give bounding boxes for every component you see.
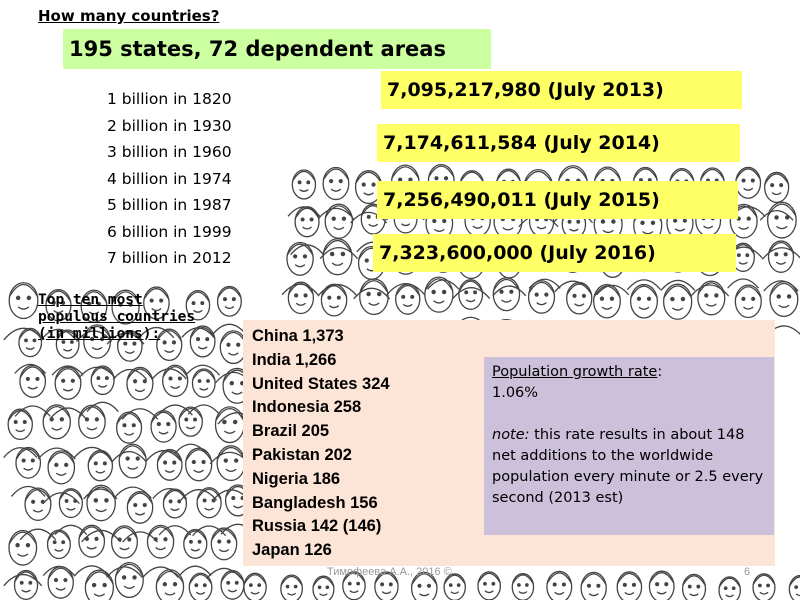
- sketched-face: [86, 365, 119, 412]
- sketched-face: [212, 285, 247, 335]
- country-item: United States 324: [252, 374, 390, 393]
- sketched-face: [47, 566, 74, 599]
- sketched-face: [73, 404, 111, 459]
- sketched-face: [13, 569, 39, 600]
- sketched-face: [51, 329, 84, 376]
- sketched-face: [114, 562, 144, 599]
- population-estimate-2016: 7,323,600,000 (July 2016): [373, 234, 736, 272]
- sketched-face: [788, 574, 800, 600]
- sketched-face: [752, 573, 776, 600]
- sketched-face: [106, 525, 143, 578]
- growth-rate-label: Population growth rate: [492, 364, 658, 380]
- top-ten-title-line: (in millions):: [38, 326, 161, 342]
- sketched-face: [3, 408, 38, 458]
- sketched-face: [648, 570, 675, 600]
- milestone-item: 1 billion in 1820: [107, 86, 236, 113]
- sketched-face: [3, 529, 43, 587]
- sketched-face: [174, 406, 208, 455]
- sketched-face: [206, 527, 242, 580]
- milestone-item: 6 billion in 1999: [107, 218, 236, 245]
- country-item: India 1,266: [252, 350, 337, 369]
- country-item: Bangladesh 156: [252, 493, 378, 512]
- population-estimate-2014: 7,174,611,584 (July 2014): [377, 124, 740, 162]
- sketched-face: [243, 572, 267, 600]
- sketched-face: [40, 289, 77, 340]
- sketched-face: [188, 572, 213, 600]
- top-ten-list: China 1,373 India 1,266 United States 32…: [252, 325, 390, 563]
- page-number: 6: [744, 566, 751, 578]
- sketched-face: [111, 411, 147, 463]
- sketched-face: [580, 571, 607, 600]
- sketched-face: [83, 449, 118, 500]
- country-item: China 1,373: [252, 327, 344, 345]
- growth-rate-box: Population growth rate: 1.06% note: this…: [484, 357, 774, 535]
- sketched-face: [151, 328, 187, 380]
- population-estimate-2015: 7,256,490,011 (July 2015): [377, 181, 738, 219]
- sketched-face: [761, 201, 800, 260]
- sketched-face: [37, 404, 76, 460]
- milestone-item: 4 billion in 1974: [107, 165, 236, 192]
- sketched-face: [14, 327, 47, 374]
- sketched-face: [112, 330, 148, 380]
- milestone-item: 3 billion in 1960: [107, 139, 236, 166]
- top-ten-title-line: populous countries: [38, 309, 196, 325]
- sketched-face: [145, 410, 182, 462]
- sketched-face: [718, 576, 741, 600]
- sketched-face: [312, 575, 335, 600]
- country-item: Pakistan 202: [252, 445, 352, 464]
- population-milestones: 1 billion in 1820 2 billion in 1930 3 bi…: [107, 86, 236, 272]
- sketched-face: [138, 286, 175, 339]
- sketched-face: [178, 528, 212, 576]
- country-item: Japan 126: [252, 541, 332, 560]
- population-estimate-2013: 7,095,217,980 (July 2013): [381, 71, 742, 109]
- sketched-face: [142, 524, 180, 579]
- states-summary-box: 195 states, 72 dependent areas: [63, 29, 491, 69]
- country-item: Indonesia 258: [252, 398, 362, 417]
- sketched-face: [181, 290, 215, 338]
- top-ten-title: Top ten most populous countries (in mill…: [38, 292, 238, 343]
- sketched-face: [477, 571, 501, 600]
- sketched-face: [443, 573, 466, 600]
- sketched-face: [10, 446, 46, 497]
- sketched-face: [281, 241, 319, 296]
- sketched-face: [374, 571, 399, 600]
- sketched-face: [280, 574, 303, 600]
- country-item: Nigeria 186: [252, 469, 341, 488]
- sketched-face: [73, 524, 110, 577]
- sketched-face: [616, 571, 643, 600]
- sketched-face: [681, 573, 707, 600]
- sketched-face: [220, 570, 245, 600]
- sketched-face: [75, 289, 113, 342]
- sketched-face: [155, 569, 185, 600]
- growth-rate-label-line: Population growth rate:: [492, 362, 766, 383]
- sketched-face: [410, 571, 438, 600]
- sketched-face: [157, 364, 193, 416]
- sketched-face: [49, 366, 87, 419]
- country-item: Brazil 205: [252, 422, 330, 441]
- sketched-face: [511, 573, 535, 600]
- sketched-face: [185, 325, 221, 376]
- growth-note: note: this rate results in about 148 net…: [492, 425, 766, 509]
- sketched-face: [180, 447, 218, 501]
- sketched-face: [187, 368, 220, 415]
- milestone-item: 7 billion in 2012: [107, 245, 236, 272]
- sketched-face: [759, 171, 794, 221]
- sketched-face: [84, 569, 115, 600]
- top-ten-title-line: Top ten most: [38, 292, 143, 308]
- country-item: Russia 142 (146): [252, 517, 382, 536]
- sketched-face: [19, 487, 57, 541]
- milestone-item: 2 billion in 1930: [107, 112, 236, 139]
- milestone-item: 5 billion in 1987: [107, 192, 236, 219]
- sketched-face: [546, 570, 573, 600]
- growth-rate-colon: :: [657, 364, 663, 380]
- sketched-face: [122, 490, 158, 543]
- growth-rate-value: 1.06%: [492, 385, 539, 401]
- page-heading: How many countries?: [38, 7, 220, 25]
- footer-author: Тимофеева А.А., 2016 ©: [327, 566, 452, 578]
- growth-note-label: note:: [492, 427, 530, 443]
- growth-note-text: this rate results in about 148 net addit…: [492, 427, 764, 506]
- sketched-face: [217, 367, 257, 425]
